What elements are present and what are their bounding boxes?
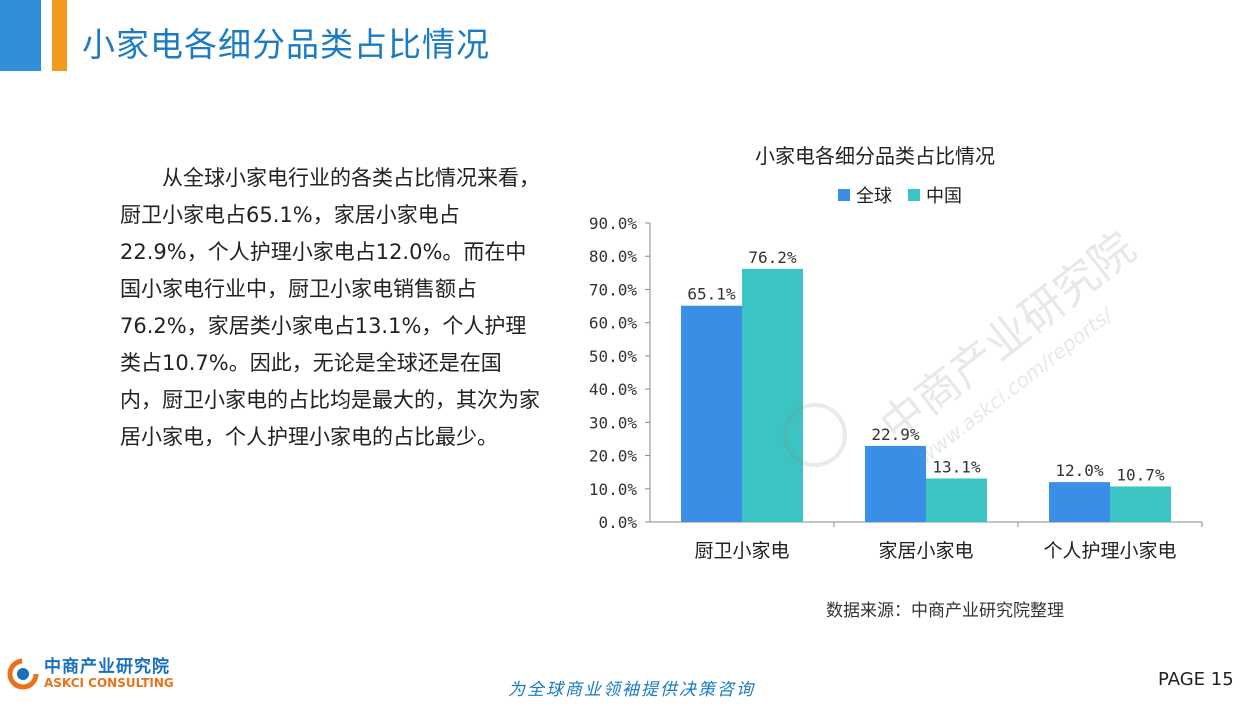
bar-chart: 0.0% 10.0% 20.0% 30.0% 40.0% 50.0% 60.0% 70.0% 8…: [589, 214, 1203, 562]
bar-global-2: [865, 445, 926, 522]
chart-source: 数据来源：中商产业研究院整理: [826, 601, 1064, 621]
y-tick-label: 90.0%: [589, 214, 638, 233]
y-tick-label: 30.0%: [589, 413, 638, 432]
x-category-label: 个人护理小家电: [1043, 540, 1176, 562]
data-label: 13.1%: [932, 457, 981, 476]
y-tick-label: 10.0%: [589, 480, 638, 499]
chart-legend: 全球 中国: [838, 182, 962, 208]
data-label: 76.2%: [748, 248, 797, 267]
data-label: 12.0%: [1055, 461, 1104, 480]
logo-text: 中商产业研究院 ASKCI CONSULTING: [44, 658, 174, 690]
bar-global-1: [681, 305, 742, 522]
bar-china-1: [742, 268, 803, 522]
bar-china-3: [1110, 486, 1171, 522]
y-tick-label: 60.0%: [589, 314, 638, 333]
y-tick-label: 40.0%: [589, 380, 638, 399]
y-tick-label: 50.0%: [589, 347, 638, 366]
page-title: 小家电各细分品类占比情况: [82, 25, 490, 64]
logo-text-en: ASKCI CONSULTING: [44, 676, 174, 690]
legend-label-global: 全球: [856, 186, 892, 207]
legend-swatch-china: [908, 189, 920, 201]
y-tick-label: 70.0%: [589, 280, 638, 299]
company-logo-icon: [7, 658, 39, 690]
chart-title: 小家电各细分品类占比情况: [755, 144, 995, 168]
data-label: 65.1%: [687, 285, 736, 304]
footer-logo: 中商产业研究院 ASKCI CONSULTING: [6, 657, 174, 691]
data-label: 22.9%: [871, 425, 920, 444]
legend-item-china: 中国: [908, 182, 962, 208]
bar-global-3: [1049, 482, 1110, 522]
header-accent-orange: [52, 0, 67, 71]
legend-item-global: 全球: [838, 182, 892, 208]
legend-label-china: 中国: [926, 186, 962, 207]
legend-swatch-global: [838, 189, 850, 201]
y-tick-label: 20.0%: [589, 447, 638, 466]
header-accent-blue: [0, 0, 41, 71]
y-tick-label: 0.0%: [598, 513, 637, 532]
bar-china-2: [926, 478, 987, 522]
logo-text-cn: 中商产业研究院: [44, 657, 170, 677]
footer-slogan: 为全球商业领袖提供决策咨询: [508, 680, 755, 700]
body-text: 从全球小家电行业的各类占比情况来看，厨卫小家电占65.1%，家居小家电占22.9…: [120, 160, 540, 456]
data-label: 10.7%: [1116, 465, 1165, 484]
page-number: PAGE 15: [1158, 669, 1234, 690]
x-category-label: 家居小家电: [878, 540, 973, 562]
y-tick-label: 80.0%: [589, 247, 638, 266]
x-category-label: 厨卫小家电: [694, 540, 789, 562]
body-paragraph: 从全球小家电行业的各类占比情况来看，厨卫小家电占65.1%，家居小家电占22.9…: [120, 166, 540, 449]
